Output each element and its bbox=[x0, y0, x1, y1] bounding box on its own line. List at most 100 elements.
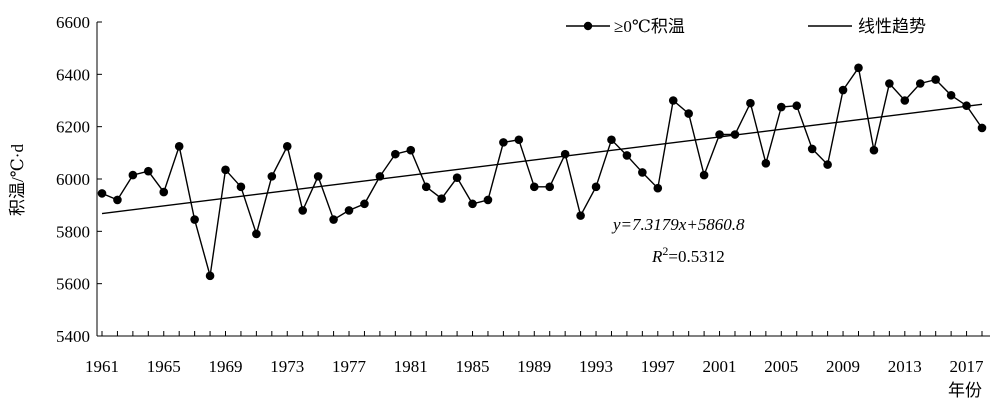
y-axis-title: 积温/℃·d bbox=[8, 144, 27, 216]
data-point bbox=[838, 85, 848, 95]
data-point bbox=[144, 166, 153, 176]
series-layer bbox=[97, 63, 987, 281]
x-tick-label: 1985 bbox=[456, 357, 490, 376]
data-point bbox=[869, 145, 879, 155]
data-point bbox=[97, 189, 107, 198]
data-point bbox=[221, 165, 230, 175]
data-point bbox=[236, 182, 246, 192]
data-point bbox=[421, 182, 431, 192]
data-point bbox=[282, 141, 292, 151]
x-ticks: 1961 1965 1969 1973 1977 1981 1985 1989 1993 1997… bbox=[85, 331, 984, 376]
r-squared-label: R bbox=[651, 247, 663, 266]
data-point bbox=[854, 63, 863, 73]
data-point bbox=[298, 206, 308, 215]
r-squared: R2=0.5312 bbox=[651, 244, 725, 266]
data-point bbox=[915, 79, 925, 88]
legend-label-series: ≥0℃积温 bbox=[614, 17, 685, 36]
data-point bbox=[761, 159, 771, 168]
x-tick-label: 1969 bbox=[209, 357, 243, 376]
data-point bbox=[483, 195, 493, 205]
data-point bbox=[668, 96, 678, 105]
x-tick-label: 1965 bbox=[147, 357, 181, 376]
y-axis: 5400 5600 5800 6000 6200 6400 6600 bbox=[56, 13, 102, 346]
data-point bbox=[823, 160, 832, 169]
data-point bbox=[653, 183, 663, 193]
x-tick-label: 1973 bbox=[270, 357, 304, 376]
data-point bbox=[962, 101, 971, 111]
x-tick-label: 2005 bbox=[764, 357, 798, 376]
data-point bbox=[885, 79, 894, 88]
x-tick-label: 1977 bbox=[332, 357, 367, 376]
regression-equation: y=7.3179x+5860.8 bbox=[611, 215, 745, 234]
x-tick-label: 1981 bbox=[394, 357, 428, 376]
data-point bbox=[174, 141, 184, 151]
r-squared-sup: 2 bbox=[662, 244, 668, 258]
data-point bbox=[684, 109, 693, 118]
x-tick-label: 1993 bbox=[579, 357, 613, 376]
x-tick-label: 2001 bbox=[703, 357, 737, 376]
legend-marker-dot bbox=[583, 21, 593, 31]
data-point bbox=[159, 187, 169, 197]
data-point bbox=[514, 135, 524, 145]
data-point bbox=[622, 151, 632, 160]
data-point bbox=[344, 206, 354, 215]
data-point bbox=[329, 215, 338, 224]
data-point bbox=[776, 102, 786, 112]
trend-layer bbox=[101, 103, 983, 215]
data-point bbox=[792, 101, 802, 111]
y-tick-label: 6200 bbox=[56, 118, 90, 137]
y-tick-label: 6000 bbox=[56, 170, 90, 189]
data-point bbox=[545, 182, 555, 192]
data-point bbox=[499, 138, 508, 147]
y-tick-label: 5400 bbox=[56, 327, 90, 346]
data-point bbox=[699, 170, 709, 180]
x-tick-label: 2017 bbox=[950, 357, 985, 376]
x-tick-label: 1989 bbox=[517, 357, 551, 376]
x-axis: 1961 1965 1969 1973 1977 1981 1985 1989 1993 1997… bbox=[85, 331, 990, 376]
data-point bbox=[607, 135, 616, 145]
data-point bbox=[638, 168, 647, 177]
r-squared-value: =0.5312 bbox=[668, 247, 724, 266]
data-point bbox=[267, 172, 277, 181]
data-point bbox=[468, 199, 477, 209]
x-tick-label: 1997 bbox=[641, 357, 676, 376]
data-point bbox=[128, 170, 138, 180]
data-point bbox=[452, 173, 462, 182]
data-point bbox=[313, 172, 323, 181]
data-point bbox=[113, 195, 122, 205]
data-point bbox=[946, 90, 956, 100]
data-point bbox=[391, 149, 400, 159]
data-point bbox=[205, 271, 215, 281]
data-point bbox=[931, 75, 940, 84]
y-ticks: 5400 5600 5800 6000 6200 6400 6600 bbox=[56, 13, 102, 346]
data-point bbox=[437, 194, 446, 203]
data-point bbox=[252, 229, 261, 239]
legend-label-trend: 线性趋势 bbox=[858, 17, 926, 36]
x-tick-label: 1961 bbox=[85, 357, 119, 376]
y-tick-label: 6400 bbox=[56, 65, 90, 84]
series-line bbox=[101, 66, 983, 276]
data-point bbox=[807, 144, 817, 154]
x-tick-label: 2009 bbox=[826, 357, 860, 376]
data-point bbox=[977, 123, 987, 133]
data-point bbox=[190, 215, 199, 224]
data-point bbox=[591, 182, 601, 192]
data-point bbox=[529, 182, 539, 192]
data-point bbox=[746, 98, 755, 108]
x-axis-title: 年份 bbox=[948, 381, 982, 400]
annotation: y=7.3179x+5860.8 R2=0.5312 bbox=[611, 215, 745, 266]
data-point bbox=[560, 149, 570, 159]
data-point bbox=[360, 199, 369, 209]
data-point bbox=[715, 130, 724, 139]
y-tick-label: 6600 bbox=[56, 13, 90, 32]
data-point bbox=[406, 145, 416, 155]
y-tick-label: 5800 bbox=[56, 222, 90, 241]
legend: ≥0℃积温 线性趋势 bbox=[566, 17, 926, 36]
y-tick-label: 5600 bbox=[56, 275, 90, 294]
data-point bbox=[730, 130, 740, 139]
data-point bbox=[375, 172, 385, 181]
x-tick-label: 2013 bbox=[888, 357, 922, 376]
data-point bbox=[576, 211, 585, 220]
trend-line bbox=[101, 103, 983, 215]
